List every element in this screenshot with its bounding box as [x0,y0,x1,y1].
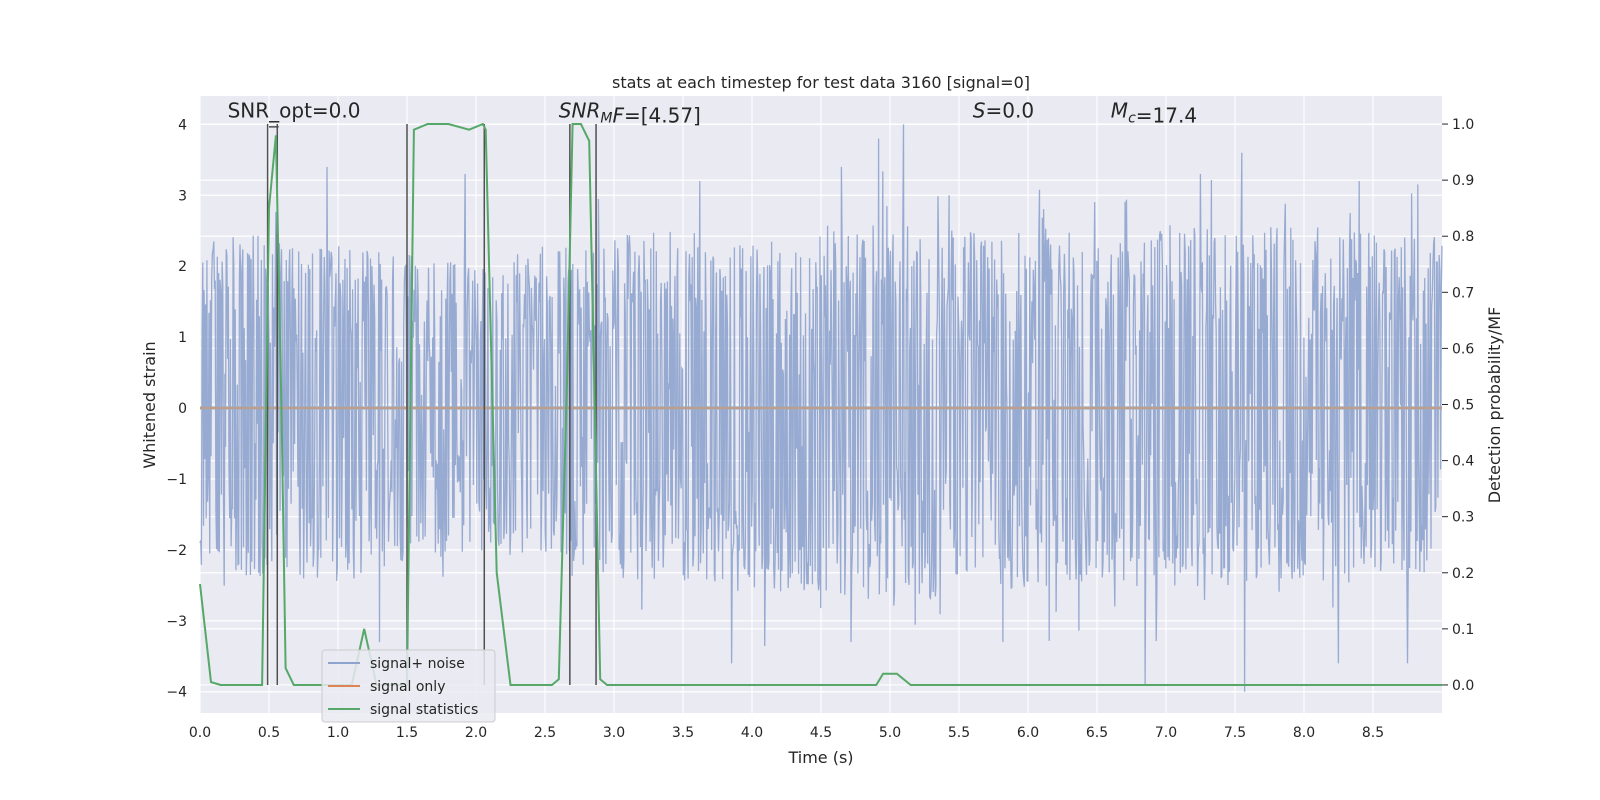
legend-label-signal-noise: signal+ noise [370,656,465,672]
x-tick-label-2: 1.0 [327,725,349,741]
chart-title: stats at each timestep for test data 316… [612,73,1030,92]
x-tick-label-6: 3.0 [603,725,625,741]
y-axis-title: Whitened strain [140,341,159,468]
y-tick-label-8: 4 [178,117,187,133]
x-axis: 0.0 0.5 1.0 1.5 2.0 2.5 3.0 3.5 4.0 4.5 5.0 5.5 6.0 6… [189,725,1384,741]
legend-label-signal-only: signal only [370,679,445,695]
y-right-tick-label-0: 0.0 [1452,678,1474,694]
annotation-s-val: S=0.0 [973,98,1034,122]
x-axis-title: Time (s) [787,748,853,767]
x-tick-label-11: 5.5 [948,725,970,741]
x-tick-label-10: 5.0 [879,725,901,741]
legend-label-signal-statistics: signal statistics [370,702,478,718]
x-tick-label-15: 7.5 [1224,725,1246,741]
x-tick-label-16: 8.0 [1293,725,1315,741]
x-tick-label-9: 4.5 [810,725,832,741]
y-tick-label-4: 0 [178,401,187,417]
y-axis-left: −4 −3 −2 −1 0 1 2 3 4 [166,117,187,700]
x-tick-label-13: 6.5 [1086,725,1108,741]
x-tick-label-8: 4.0 [741,725,763,741]
x-tick-label-3: 1.5 [396,725,418,741]
y-tick-label-1: −3 [166,614,187,630]
y-right-tick-label-6: 0.6 [1452,341,1474,357]
x-tick-label-4: 2.0 [465,725,487,741]
y-right-tick-label-10: 1.0 [1452,117,1474,133]
legend: signal+ noise signal only signal statist… [322,650,495,722]
y-right-tick-label-8: 0.8 [1452,229,1474,245]
y-axis-right: 0.0 0.1 0.2 0.3 0.4 0.5 0.6 0.7 0.8 0.9 1.0 [1442,117,1474,694]
y-right-tick-label-9: 0.9 [1452,173,1474,189]
y-right-tick-label-4: 0.4 [1452,454,1474,470]
y-tick-label-2: −2 [166,543,187,559]
y-tick-label-7: 3 [178,188,187,204]
y-right-tick-label-1: 0.1 [1452,622,1474,638]
x-tick-label-17: 8.5 [1362,725,1384,741]
x-tick-label-7: 3.5 [672,725,694,741]
x-tick-label-1: 0.5 [258,725,280,741]
y-axis-right-title: Detection probability/MF [1485,307,1504,504]
x-tick-label-0: 0.0 [189,725,211,741]
x-tick-label-5: 2.5 [534,725,556,741]
y-right-tick-label-3: 0.3 [1452,510,1474,526]
y-tick-label-0: −4 [166,685,187,701]
x-tick-label-14: 7.0 [1155,725,1177,741]
y-right-tick-label-7: 0.7 [1452,285,1474,301]
y-tick-label-6: 2 [178,259,187,275]
y-tick-label-5: 1 [178,330,187,346]
y-right-tick-label-2: 0.2 [1452,566,1474,582]
x-tick-label-12: 6.0 [1017,725,1039,741]
y-right-tick-label-5: 0.5 [1452,398,1474,414]
y-tick-label-3: −1 [166,472,187,488]
annotation-snr-opt: SNR_opt=0.0 [228,98,361,122]
